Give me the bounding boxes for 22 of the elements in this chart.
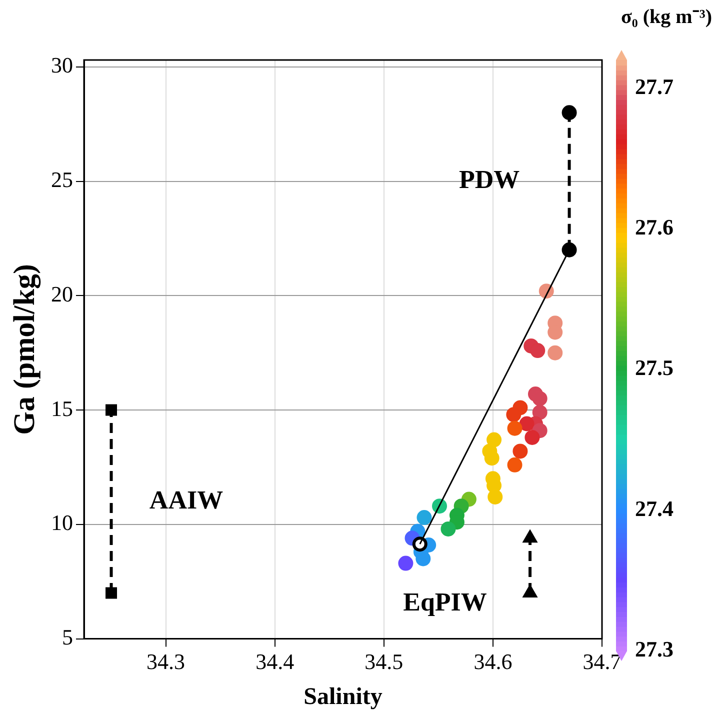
series-label: AAIW	[149, 485, 224, 514]
x-tick-label: 34.6	[474, 648, 512, 674]
color-bar-label: 27.3	[635, 636, 674, 662]
x-tick-label: 34.3	[146, 648, 186, 674]
y-tick-label: 30	[51, 52, 73, 78]
color-bar-label: 27.4	[635, 496, 674, 521]
y-tick-label: 20	[51, 281, 73, 306]
x-tick-label: 34.7	[582, 648, 622, 674]
series-label: EqPIW	[403, 587, 487, 616]
y-tick-label: 10	[51, 510, 73, 536]
color-bar-label: 27.5	[635, 355, 674, 380]
x-tick-label: 34.5	[364, 648, 404, 674]
color-bar-title: σ₀ (kg m⁻³)	[621, 6, 712, 28]
series-label: PDW	[458, 164, 520, 194]
y-tick-label: 5	[62, 624, 73, 650]
y-axis-title: Ga (pmol/kg)	[8, 264, 41, 435]
x-axis-title: Salinity	[304, 684, 382, 710]
y-tick-label: 15	[51, 396, 73, 421]
y-tick-label: 25	[51, 167, 73, 192]
color-bar-label: 27.7	[635, 74, 674, 99]
color-bar-label: 27.6	[635, 214, 674, 240]
x-tick-label: 34.4	[256, 648, 294, 674]
